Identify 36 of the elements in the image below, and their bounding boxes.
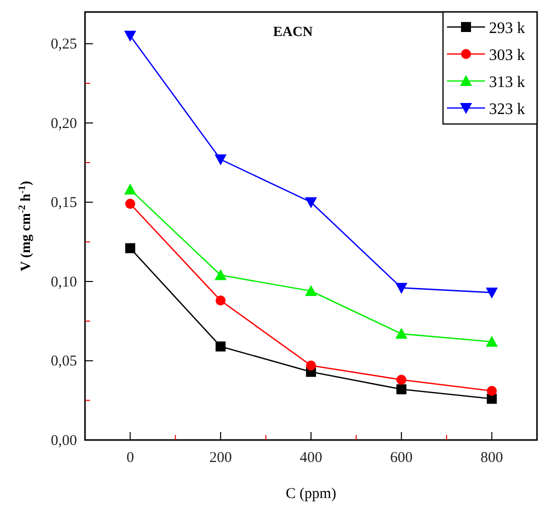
x-tick-label: 0	[126, 450, 134, 466]
legend-label: 323 k	[489, 101, 525, 118]
y-tick-label: 0,10	[50, 274, 77, 290]
point	[216, 296, 226, 306]
x-tick-label: 200	[209, 450, 232, 466]
point	[395, 282, 408, 294]
point	[306, 360, 316, 370]
legend-label: 303 k	[489, 47, 525, 64]
text: EACN	[273, 25, 313, 40]
point	[305, 197, 317, 208]
point	[124, 30, 136, 42]
point	[125, 243, 136, 254]
y-tick-label: 0,00	[50, 433, 77, 449]
y-tick-label: 0,15	[50, 195, 77, 212]
point	[124, 184, 136, 195]
point	[214, 154, 227, 166]
point	[486, 394, 497, 404]
x-tick-label: 800	[480, 450, 504, 466]
x-tick-label: 600	[390, 450, 413, 466]
legend-label: 293 k	[489, 20, 525, 37]
point	[396, 374, 406, 385]
y-tick-label: 0,20	[50, 116, 77, 132]
y-tick-label: 0,05	[50, 354, 77, 370]
point	[125, 198, 136, 209]
point	[214, 269, 227, 280]
point	[486, 386, 497, 396]
x-axis-title: C (ppm)	[286, 486, 336, 502]
point	[395, 328, 408, 339]
legend-label: 313 k	[489, 74, 525, 91]
point	[305, 284, 317, 296]
point	[486, 336, 498, 347]
x-tick-label: 400	[300, 450, 322, 466]
point	[486, 288, 498, 299]
point	[216, 341, 226, 352]
point	[396, 384, 406, 394]
y-tick-label: 0,25	[50, 36, 77, 53]
